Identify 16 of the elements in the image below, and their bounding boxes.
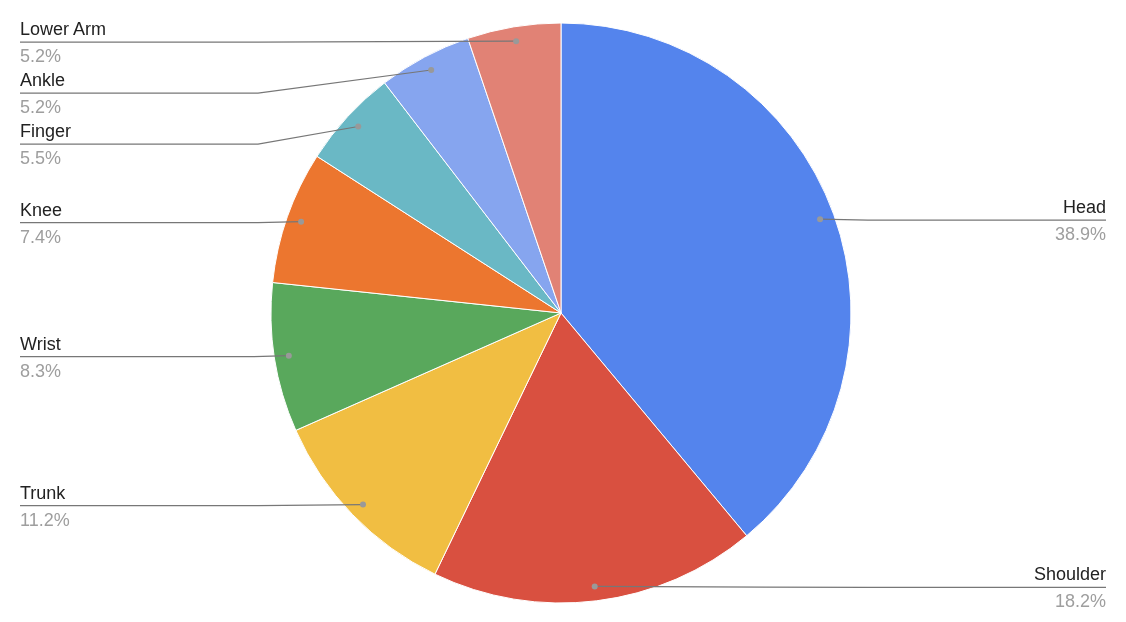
slice-label: Head (1062, 197, 1106, 218)
slice-label: Trunk (20, 482, 67, 503)
data-label: 18.2% (1054, 591, 1106, 612)
data-label: 8.3% (20, 360, 62, 381)
slice-label: Ankle (20, 70, 66, 91)
data-label: 5.2% (20, 97, 62, 118)
data-label: 5.5% (20, 148, 62, 169)
data-label: 38.9% (1054, 224, 1106, 245)
data-label: 7.4% (20, 226, 62, 247)
slice-label: Knee (20, 199, 63, 220)
slice-label: Finger (20, 121, 72, 142)
slice-label: Wrist (20, 333, 61, 354)
data-label: 5.2% (20, 46, 62, 67)
slice-label: Shoulder (1033, 564, 1106, 585)
slice-label: Lower Arm (20, 19, 107, 40)
data-label: 11.2% (20, 509, 70, 530)
